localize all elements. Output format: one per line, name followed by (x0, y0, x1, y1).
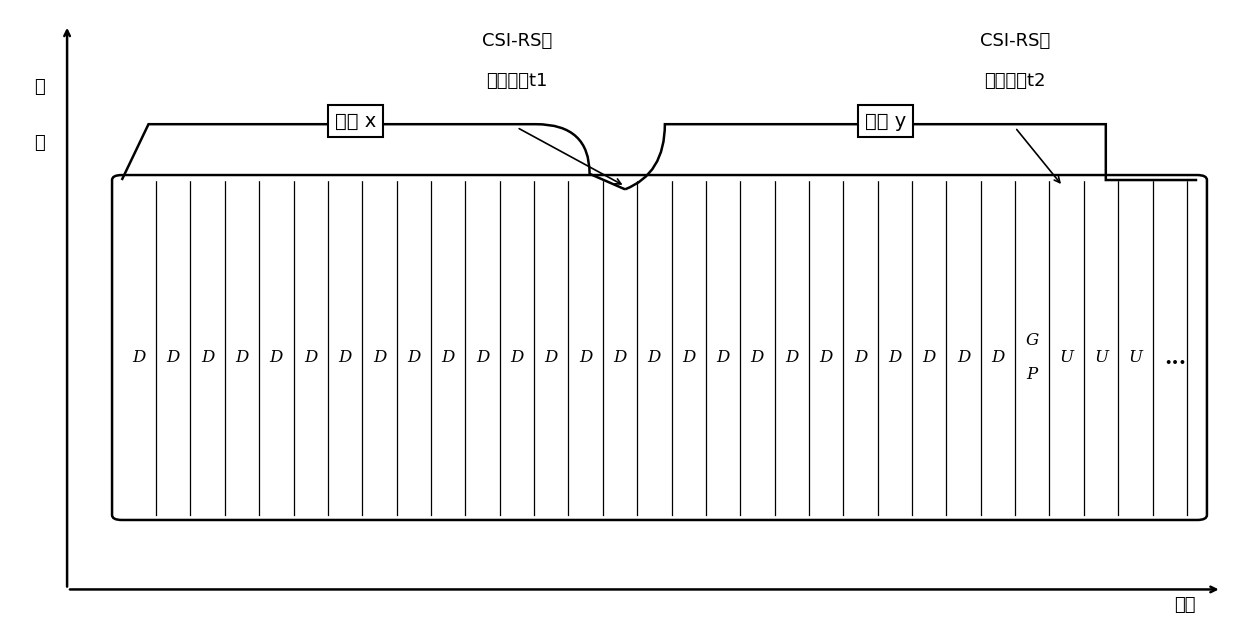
Text: 频: 频 (33, 78, 45, 96)
Text: D: D (544, 349, 558, 366)
Text: D: D (579, 349, 593, 366)
Text: D: D (854, 349, 867, 366)
Text: ...: ... (1164, 348, 1185, 368)
Text: 时隙 x: 时隙 x (335, 111, 376, 130)
Text: 时域: 时域 (1174, 596, 1195, 614)
Text: D: D (269, 349, 283, 366)
Text: D: D (510, 349, 523, 366)
Text: D: D (682, 349, 696, 366)
Text: 上报时刻t2: 上报时刻t2 (985, 72, 1045, 90)
Text: D: D (236, 349, 249, 366)
Text: D: D (820, 349, 833, 366)
Text: CSI-RS的: CSI-RS的 (980, 32, 1050, 50)
Text: D: D (991, 349, 1004, 366)
Text: U: U (1094, 349, 1109, 366)
FancyBboxPatch shape (112, 175, 1207, 520)
Text: 传输时刻t1: 传输时刻t1 (486, 72, 547, 90)
Text: D: D (785, 349, 799, 366)
Text: D: D (476, 349, 490, 366)
Text: D: D (304, 349, 317, 366)
Text: U: U (1060, 349, 1074, 366)
Text: D: D (441, 349, 455, 366)
Text: D: D (339, 349, 352, 366)
Text: U: U (1128, 349, 1142, 366)
Text: D: D (750, 349, 764, 366)
Text: D: D (407, 349, 420, 366)
Text: D: D (166, 349, 180, 366)
Text: CSI-RS的: CSI-RS的 (481, 32, 552, 50)
Text: D: D (201, 349, 215, 366)
Text: G: G (1025, 332, 1039, 349)
Text: 时隙 y: 时隙 y (864, 111, 906, 130)
Text: D: D (614, 349, 626, 366)
Text: D: D (923, 349, 936, 366)
Text: D: D (717, 349, 730, 366)
Text: P: P (1027, 367, 1038, 384)
Text: D: D (133, 349, 145, 366)
Text: 域: 域 (33, 134, 45, 152)
Text: D: D (888, 349, 901, 366)
Text: D: D (647, 349, 661, 366)
Text: D: D (957, 349, 970, 366)
Text: D: D (373, 349, 386, 366)
